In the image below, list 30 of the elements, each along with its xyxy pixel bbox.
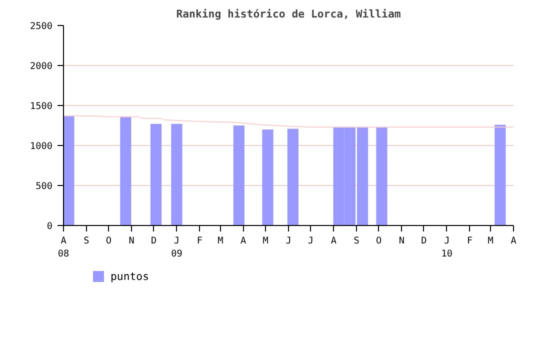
- chart-title: Ranking histórico de Lorca, William: [176, 8, 402, 20]
- x-tick-label: A 08: [58, 236, 70, 260]
- x-tick-label: M: [262, 236, 269, 246]
- line-series: [64, 115, 514, 128]
- x-tick-label: N: [128, 236, 134, 246]
- x-tick-label: J 09: [171, 236, 182, 260]
- x-tick-label: D: [150, 236, 157, 246]
- x-tick-label: N: [398, 236, 405, 246]
- y-tick-label: 500: [36, 181, 53, 192]
- x-tick-label: D: [421, 236, 428, 246]
- x-tick-label: M: [218, 236, 224, 246]
- x-tick-label: J: [286, 236, 292, 246]
- y-tick-label: 1000: [30, 141, 53, 152]
- y-tick-label: 2000: [30, 61, 53, 72]
- x-tick-label: O: [106, 236, 112, 246]
- x-tick-label: O: [376, 236, 382, 246]
- y-tick-label: 2500: [30, 21, 53, 32]
- x-tick-label: S: [84, 236, 90, 246]
- x-tick-label: F: [467, 236, 474, 246]
- y-tick-label: 1500: [30, 101, 53, 112]
- x-tick-label: M: [488, 236, 494, 246]
- y-tick-label: 0: [46, 221, 53, 232]
- x-tick-label: J: [308, 236, 314, 246]
- x-tick-label: J 10: [441, 236, 453, 260]
- x-tick-label: F: [196, 236, 203, 246]
- legend-label: puntos: [110, 270, 149, 283]
- x-tick-label: A: [330, 236, 337, 246]
- x-tick-label: A: [510, 236, 517, 246]
- x-tick-label: S: [354, 236, 360, 246]
- x-tick-label: A: [240, 236, 247, 246]
